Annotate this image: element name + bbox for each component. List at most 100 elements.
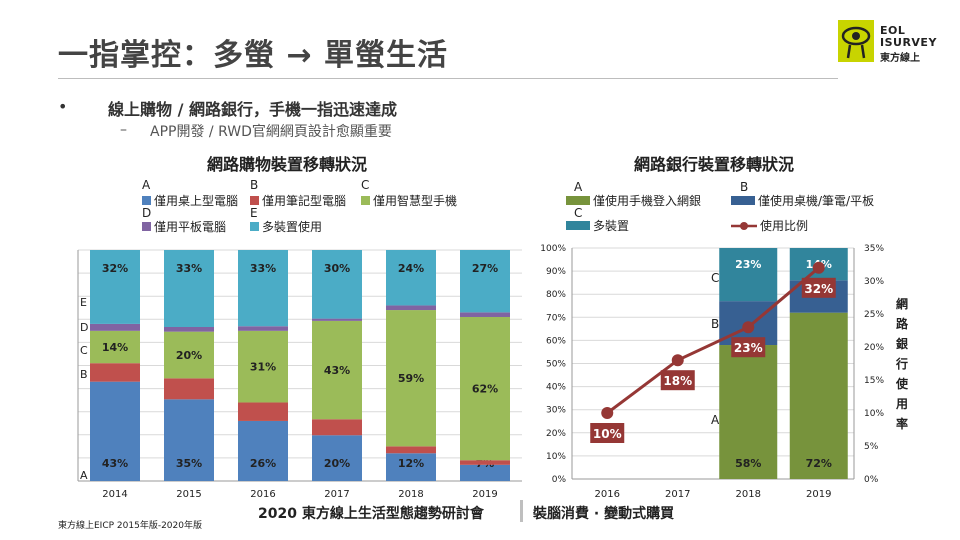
legend1-label: 僅用桌上型電腦	[154, 194, 239, 208]
sub-bullet-text: APP開發 / RWD官網網頁設計愈顯重要	[150, 124, 392, 140]
sub-bullet-marker: –	[120, 122, 127, 138]
usage-line	[606, 266, 820, 415]
usage-line-label: 18%	[663, 374, 692, 388]
side-letter: C	[80, 344, 88, 357]
side-letter: A	[711, 413, 720, 427]
legend1-item-desktop: 僅用桌上型電腦	[142, 192, 238, 209]
bar-segment	[238, 250, 288, 327]
usage-label-box	[731, 337, 766, 358]
y2-axis-label-char: 路	[896, 316, 909, 331]
side-letter: B	[711, 317, 719, 331]
bar-segment	[90, 381, 140, 481]
x-tick-label: 2018	[398, 489, 423, 500]
legend2-label: 僅使用手機登入網銀	[593, 194, 702, 208]
legend1-label: 多裝置使用	[262, 220, 323, 234]
legend1-letter-c: C	[361, 178, 370, 192]
x-tick-label: 2017	[665, 489, 690, 500]
bar-segment	[460, 250, 510, 313]
bar-segment	[312, 419, 362, 436]
data-label: 14%	[102, 341, 128, 354]
bar-segment	[386, 453, 436, 481]
x-tick-label: 2018	[736, 489, 761, 500]
bar-segment	[719, 248, 778, 302]
y2-axis-label-char: 行	[895, 356, 908, 371]
bar-segment	[90, 363, 140, 382]
logo-eye-icon	[838, 20, 874, 62]
bar-segment	[312, 320, 362, 420]
data-label: 62%	[472, 383, 498, 396]
data-label: 23%	[735, 258, 761, 271]
y-tick-label: 100%	[540, 244, 566, 254]
y-tick-label: 10%	[546, 452, 566, 462]
data-label: 20%	[176, 349, 202, 362]
y-tick-label: 90%	[546, 267, 566, 277]
logo-text-eol: EOL	[880, 24, 906, 37]
usage-line-label: 10%	[593, 427, 622, 441]
legend2-swatch	[566, 196, 590, 205]
data-label: 30%	[324, 262, 350, 275]
usage-line-label: 32%	[804, 282, 833, 296]
y2-tick-label: 35%	[864, 244, 884, 254]
source-note: 東方線上EICP 2015年版-2020年版	[58, 521, 202, 531]
y2-axis-label-char: 使	[895, 376, 909, 391]
legend2-swatch	[731, 196, 755, 205]
bar-segment	[460, 460, 510, 465]
side-letter: E	[80, 296, 87, 309]
slide-title: 一指掌控：多螢 → 單螢生活	[58, 38, 449, 73]
title-divider	[58, 78, 838, 79]
usage-label-box	[801, 277, 836, 298]
bar-segment	[386, 446, 436, 454]
legend1-label: 僅用平板電腦	[154, 220, 227, 234]
legend1-swatch	[142, 222, 151, 231]
legend1-swatch	[250, 196, 259, 205]
chart2-title: 網路銀行裝置移轉狀況	[634, 155, 795, 174]
y-tick-label: 70%	[546, 313, 566, 323]
x-tick-label: 2017	[324, 489, 349, 500]
footer-event-title: 2020 東方線上生活型態趨勢研討會	[258, 506, 484, 522]
legend1-item-laptop: 僅用筆記型電腦	[250, 192, 346, 209]
bar-segment	[238, 326, 288, 331]
legend2-item-pc-only: 僅使用桌機/筆電/平板	[731, 192, 874, 209]
bar-segment	[312, 435, 362, 481]
legend2-item-multi: 多裝置	[566, 217, 629, 234]
bar-segment	[90, 250, 140, 324]
bar-segment	[238, 402, 288, 421]
y2-tick-label: 25%	[864, 310, 884, 320]
eol-isurvey-logo: EOL ISURVEY 東方線上	[838, 20, 946, 66]
bar-segment	[164, 331, 214, 379]
data-label: 12%	[398, 457, 424, 470]
y-tick-label: 20%	[546, 429, 566, 439]
legend2-label: 僅使用桌機/筆電/平板	[758, 194, 875, 208]
y2-tick-label: 30%	[864, 277, 884, 287]
y2-axis-label-char: 銀	[895, 336, 908, 351]
legend1-letter-e: E	[250, 206, 258, 220]
bar-segment	[164, 250, 214, 327]
data-label: 58%	[735, 457, 761, 470]
y-tick-label: 40%	[546, 383, 566, 393]
data-label: 32%	[102, 262, 128, 275]
y2-tick-label: 0%	[864, 475, 879, 485]
legend1-item-smartphone: 僅用智慧型手機	[361, 192, 457, 209]
chart1-title: 網路購物裝置移轉狀況	[207, 155, 368, 174]
side-letter: B	[80, 368, 88, 381]
y2-tick-label: 5%	[864, 442, 879, 452]
y2-tick-label: 20%	[864, 343, 884, 353]
legend2-letter-c: C	[574, 206, 583, 220]
bullet-marker: •	[58, 97, 68, 116]
data-label: 20%	[324, 457, 350, 470]
footer-subtitle: 裝腦消費 · 變動式購買	[533, 506, 675, 522]
data-label: 26%	[250, 457, 276, 470]
usage-line-marker	[742, 321, 755, 334]
side-letter: A	[80, 469, 88, 482]
data-label: 35%	[176, 457, 202, 470]
bullet-text: 線上購物 / 網路銀行，手機一指迅速達成	[108, 100, 397, 119]
data-label: 33%	[250, 262, 276, 275]
usage-line-marker	[601, 407, 614, 419]
side-letter: D	[80, 321, 88, 334]
y2-axis-label-char: 率	[896, 416, 908, 431]
logo-text-brand: 東方線上	[880, 53, 920, 64]
legend2-label: 使用比例	[760, 219, 809, 233]
bar-segment	[386, 305, 436, 311]
